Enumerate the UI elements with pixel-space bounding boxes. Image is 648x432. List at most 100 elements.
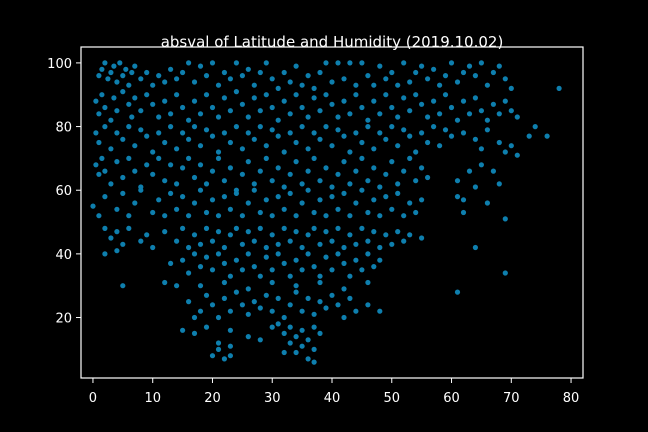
data-point: [126, 155, 132, 161]
data-point: [508, 108, 514, 114]
data-point: [311, 225, 317, 231]
data-point: [191, 79, 198, 85]
data-point: [239, 241, 245, 247]
data-point: [245, 114, 251, 120]
data-point: [329, 79, 335, 85]
data-point: [221, 178, 227, 184]
data-point: [472, 73, 478, 79]
data-point: [460, 209, 467, 216]
y-tick-label: 40: [55, 248, 72, 263]
data-point: [197, 283, 204, 289]
data-point: [102, 168, 108, 174]
data-point: [472, 244, 478, 251]
data-point: [168, 66, 174, 72]
data-point: [96, 171, 102, 177]
data-point: [233, 89, 239, 95]
data-point: [209, 133, 216, 139]
data-point: [484, 200, 490, 206]
data-point: [180, 165, 186, 171]
data-point: [215, 251, 222, 257]
data-point: [186, 213, 192, 219]
data-point: [287, 79, 293, 85]
data-point: [293, 349, 299, 356]
y-tick-label: 60: [55, 184, 72, 199]
data-point: [341, 133, 347, 139]
data-point: [227, 308, 233, 314]
data-point: [401, 213, 407, 219]
data-point: [305, 251, 311, 257]
data-point: [460, 69, 467, 76]
data-point: [111, 63, 117, 69]
data-point: [466, 111, 473, 117]
data-point: [311, 311, 317, 317]
data-point: [174, 76, 180, 82]
data-point: [442, 73, 449, 79]
data-point: [335, 225, 341, 231]
data-point: [233, 225, 239, 231]
data-point: [478, 146, 484, 152]
data-point: [496, 139, 502, 146]
data-point: [120, 283, 126, 289]
data-point: [341, 98, 347, 104]
data-point: [365, 117, 371, 123]
data-point: [383, 92, 389, 98]
data-point: [209, 238, 216, 244]
data-point: [203, 92, 210, 98]
data-point: [96, 139, 102, 146]
data-point: [251, 238, 257, 244]
data-point: [215, 314, 222, 321]
data-point: [556, 85, 562, 91]
data-point: [120, 190, 126, 196]
data-point: [329, 238, 335, 244]
data-point: [197, 63, 204, 69]
data-point: [245, 200, 251, 206]
data-point: [287, 273, 293, 279]
data-point: [114, 79, 120, 85]
data-point: [317, 273, 323, 279]
data-point: [490, 168, 496, 174]
data-point: [120, 136, 126, 142]
data-point: [257, 168, 263, 174]
data-point: [484, 82, 490, 88]
data-point: [395, 82, 401, 88]
data-point: [490, 69, 496, 76]
data-point: [251, 95, 257, 101]
data-point: [162, 178, 168, 184]
data-point: [263, 292, 269, 298]
data-point: [102, 225, 108, 231]
data-point: [251, 299, 257, 305]
data-points: [90, 60, 562, 365]
x-tick-label: 10: [144, 391, 161, 406]
data-point: [99, 155, 105, 161]
data-point: [508, 85, 514, 91]
data-point: [305, 146, 311, 152]
data-point: [180, 225, 186, 231]
data-point: [144, 162, 150, 168]
data-point: [299, 244, 305, 251]
data-point: [359, 104, 365, 111]
data-point: [197, 308, 204, 314]
data-point: [168, 124, 174, 130]
data-point: [162, 229, 168, 235]
data-point: [496, 63, 502, 69]
data-point: [305, 356, 311, 362]
x-tick-label: 0: [89, 391, 97, 406]
data-point: [502, 216, 508, 222]
data-point: [203, 324, 210, 330]
data-point: [311, 324, 317, 330]
data-point: [353, 308, 359, 314]
data-point: [96, 213, 102, 219]
data-point: [156, 197, 162, 203]
data-point: [311, 155, 317, 161]
data-point: [209, 353, 216, 359]
data-point: [281, 349, 287, 356]
data-point: [335, 114, 341, 120]
data-point: [227, 343, 233, 349]
data-point: [377, 63, 383, 69]
data-point: [293, 334, 299, 340]
data-point: [466, 63, 473, 69]
data-point: [162, 213, 168, 219]
data-point: [377, 184, 383, 190]
data-point: [132, 95, 138, 101]
data-point: [269, 232, 275, 238]
